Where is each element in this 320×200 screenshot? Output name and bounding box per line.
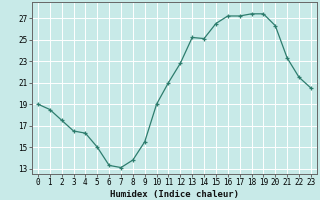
X-axis label: Humidex (Indice chaleur): Humidex (Indice chaleur): [110, 190, 239, 199]
